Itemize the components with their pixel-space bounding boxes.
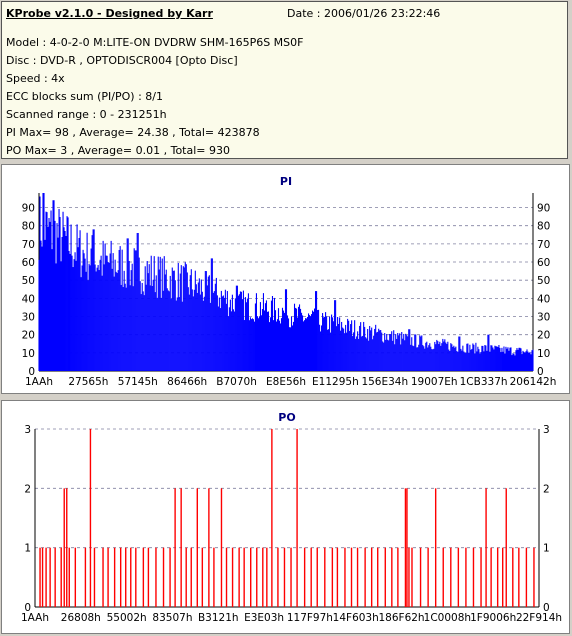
pi-chart-panel: PI 0 0 10 10 20 20 30 30 40 40 50 50 60 60 70 70 80 80 90 90…: [1, 164, 570, 394]
plot-area: [35, 429, 539, 607]
x-tick-label: 1F9006h: [470, 612, 516, 624]
x-tick-label: 83507h: [152, 612, 192, 624]
x-tick-label: 22F914h: [516, 612, 562, 624]
x-tick-label: 14F603h: [333, 612, 379, 624]
info-panel: KProbe v2.1.0 - Designed by Karr Date : …: [1, 1, 568, 159]
y-tick-label-right: 20: [537, 330, 550, 342]
x-tick-label: B3121h: [198, 612, 239, 624]
y-tick-label-right: 70: [537, 239, 550, 251]
x-tick-label: 27565h: [68, 376, 108, 388]
y-tick-label-right: 1: [543, 543, 550, 555]
x-tick-label: B7070h: [216, 376, 257, 388]
range-line: Scanned range : 0 - 231251h: [6, 108, 167, 121]
po-chart-panel: PO 0 0 1 1 2 2 3 3 1AAh 26808h 55002h 83507h B3121h E3…: [1, 400, 570, 634]
y-tick-label: 10: [22, 348, 35, 360]
x-tick-label: 55002h: [107, 612, 147, 624]
disc-line: Disc : DVD-R , OPTODISCR004 [Opto Disc]: [6, 54, 238, 67]
y-tick-label-right: 80: [537, 221, 550, 233]
scan-date: Date : 2006/01/26 23:22:46: [287, 7, 441, 20]
x-tick-label: 26808h: [61, 612, 101, 624]
y-tick-label-right: 10: [537, 348, 550, 360]
y-tick-label: 1: [24, 543, 31, 555]
x-tick-label: E8E56h: [266, 376, 306, 388]
x-tick-label: 1AAh: [25, 376, 53, 388]
y-tick-label: 90: [22, 203, 35, 215]
x-tick-label: 57145h: [118, 376, 158, 388]
y-tick-label: 70: [22, 239, 35, 251]
y-tick-label: 40: [22, 293, 35, 305]
y-tick-label: 0: [28, 366, 35, 378]
pi-stats-line: PI Max= 98 , Average= 24.38 , Total= 423…: [6, 126, 260, 139]
y-tick-label: 2: [24, 483, 31, 495]
x-tick-label: 1CB337h: [460, 376, 508, 388]
speed-line: Speed : 4x: [6, 72, 65, 85]
y-tick-label-right: 3: [543, 424, 550, 436]
chart-title: PO: [278, 411, 295, 424]
y-tick-label-right: 0: [537, 366, 544, 378]
y-tick-label: 80: [22, 221, 35, 233]
x-tick-label: 206142h: [510, 376, 557, 388]
y-tick-label: 30: [22, 312, 35, 324]
y-tick-label-right: 0: [543, 602, 550, 614]
y-tick-label-right: 60: [537, 257, 550, 269]
y-tick-label-right: 90: [537, 203, 550, 215]
y-tick-label-right: 2: [543, 483, 550, 495]
y-tick-label: 50: [22, 275, 35, 287]
x-tick-label: 186F62h: [378, 612, 424, 624]
y-tick-label-right: 30: [537, 312, 550, 324]
app-title: KProbe v2.1.0 - Designed by Karr: [6, 7, 213, 20]
po-stats-line: PO Max= 3 , Average= 0.01 , Total= 930: [6, 144, 230, 157]
x-tick-label: 156E34h: [361, 376, 408, 388]
y-tick-label-right: 50: [537, 275, 550, 287]
y-tick-label: 60: [22, 257, 35, 269]
pi-chart: PI 0 0 10 10 20 20 30 30 40 40 50 50 60 60 70 70 80 80 90 90…: [22, 175, 557, 388]
x-tick-label: 86466h: [167, 376, 207, 388]
chart-title: PI: [280, 175, 292, 188]
y-tick-label: 3: [24, 424, 31, 436]
x-tick-label: E11295h: [312, 376, 359, 388]
ecc-line: ECC blocks sum (PI/PO) : 8/1: [6, 90, 163, 103]
model-line: Model : 4-0-2-0 M:LITE-ON DVDRW SHM-165P…: [6, 36, 304, 49]
x-tick-label: 1AAh: [21, 612, 49, 624]
y-tick-label: 20: [22, 330, 35, 342]
y-tick-label-right: 40: [537, 293, 550, 305]
x-tick-label: 19007Eh: [411, 376, 458, 388]
x-tick-label: E3E03h: [244, 612, 284, 624]
x-tick-label: 1C0008h: [424, 612, 471, 624]
po-chart: PO 0 0 1 1 2 2 3 3 1AAh 26808h 55002h 83507h B3121h E3…: [21, 411, 562, 624]
y-tick-label: 0: [24, 602, 31, 614]
x-tick-label: 117F97h: [287, 612, 333, 624]
